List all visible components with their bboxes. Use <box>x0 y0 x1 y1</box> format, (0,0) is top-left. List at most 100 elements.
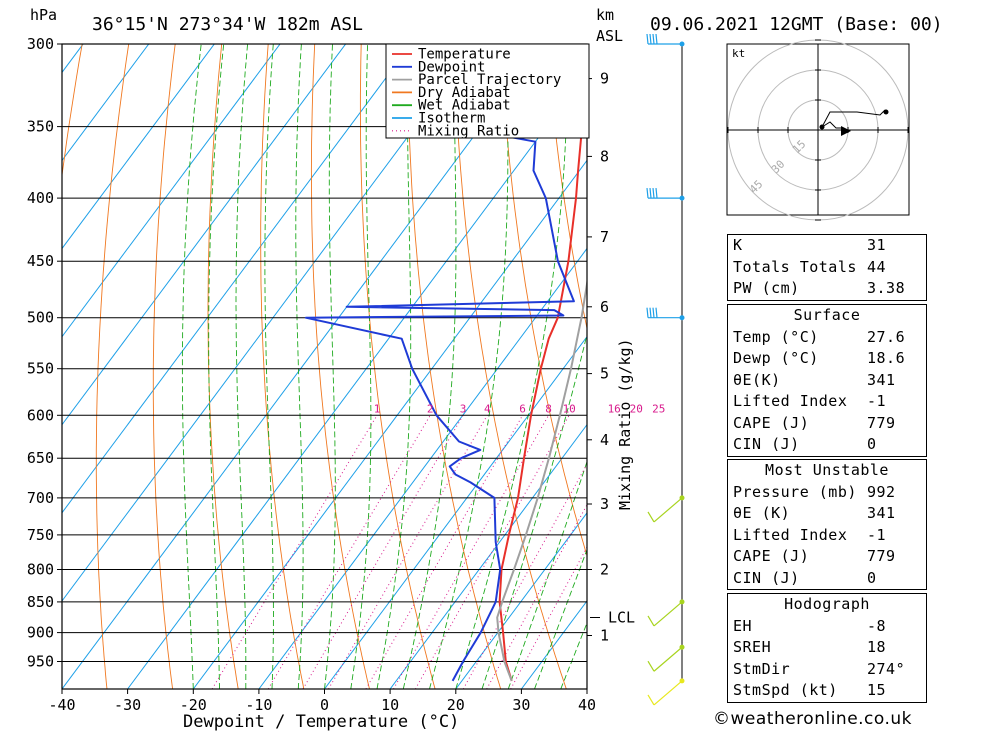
pressure-tick-label: 600 <box>27 406 54 424</box>
km-tick-label: 1 <box>600 627 609 645</box>
wind-barb-feather <box>655 33 658 45</box>
hodograph-point <box>883 109 889 115</box>
km-tick-label: 7 <box>600 228 609 246</box>
table-row: Lifted Index -1 <box>728 525 926 547</box>
legend-label: Dewpoint <box>418 59 485 75</box>
mixing-ratio-label: 16 <box>608 402 621 415</box>
lcl-label: LCL <box>608 609 635 627</box>
dry-adiabat-line <box>359 44 436 689</box>
wet-adiabat-line <box>481 332 587 689</box>
km-label: km <box>596 6 614 24</box>
dry-adiabat-line <box>310 44 370 689</box>
table-row: StmDir 274° <box>728 659 926 681</box>
surface-title: Surface <box>793 306 861 324</box>
table-row: K 31 <box>728 235 926 257</box>
hodograph-trace <box>821 109 886 128</box>
row-label: Pressure (mb) <box>733 482 857 501</box>
profile-series <box>304 44 587 682</box>
wind-barb-feather <box>647 511 655 523</box>
wet-adiabat-line <box>324 44 336 689</box>
table-row: EH -8 <box>728 616 926 638</box>
dry-adiabat-line <box>453 44 567 689</box>
wind-barb-feather <box>646 188 649 199</box>
pw-label: PW (cm) <box>733 279 800 297</box>
mixing-ratio-label: 20 <box>630 402 643 415</box>
temperature-tick-label: 40 <box>578 696 596 714</box>
axes: 3003504004505005506006507007508008509009… <box>27 35 596 714</box>
row-label: CAPE (J) <box>733 413 810 432</box>
table-row: SREH 18 <box>728 637 926 659</box>
wind-barb-feather <box>652 188 655 199</box>
pressure-tick-label: 850 <box>27 593 54 611</box>
row-value: 18.6 <box>867 349 906 367</box>
row-value: 992 <box>867 482 896 501</box>
mixing-ratio-label: 1 <box>374 402 381 415</box>
table-row: θE (K) 341 <box>728 503 926 525</box>
wind-barb-feather <box>655 307 658 318</box>
temperature-tick-label: -20 <box>180 696 207 714</box>
wind-barb-feather <box>646 33 649 45</box>
row-value: 341 <box>867 504 896 522</box>
row-label: CIN (J) <box>733 568 800 587</box>
dry-adiabat-line <box>407 44 502 689</box>
pressure-tick-label: 750 <box>27 526 54 544</box>
hodograph-table: Hodograph EH -8 SREH 18 StmDir 274° StmSpd … <box>727 593 927 703</box>
row-label: Dewp (°C) <box>733 349 819 367</box>
table-row: CAPE (J) 779 <box>728 413 926 435</box>
pressure-tick-label: 500 <box>27 309 54 327</box>
temperature-tick-label: 10 <box>381 696 399 714</box>
row-value: 779 <box>867 413 896 432</box>
pressure-tick-label: 900 <box>27 624 54 642</box>
km-tick-label: 8 <box>600 147 609 165</box>
wind-barb-feather <box>652 307 655 318</box>
isotherm-line <box>62 44 347 426</box>
row-label: CIN (J) <box>733 435 800 453</box>
mixing-ratio-labels: 1 2 3 4 6 8 10 16 20 25 <box>374 402 666 415</box>
dry-adiabat-line <box>95 44 130 689</box>
dry-adiabat-line <box>914 26 1000 689</box>
wet-adiabat-line <box>208 44 225 689</box>
isotherm-line <box>62 44 281 338</box>
row-value: 0 <box>867 435 877 453</box>
asl-label: ASL <box>596 27 623 45</box>
table-row: Totals Totals 44 <box>728 257 926 279</box>
pressure-tick-label: 800 <box>27 561 54 579</box>
wet-adiabat-line <box>295 44 304 689</box>
table-row: θE(K) 341 <box>728 370 926 392</box>
row-label: Lifted Index <box>733 525 848 544</box>
totals-value: 44 <box>867 257 887 276</box>
table-row: Pressure (mb) 992 <box>728 482 926 504</box>
pressure-tick-label: 350 <box>27 118 54 136</box>
mixing-ratio-line <box>302 415 464 689</box>
row-label: SREH <box>733 638 772 656</box>
pressure-tick-label: 450 <box>27 252 54 270</box>
table-row: Dewp (°C) 18.6 <box>728 348 926 370</box>
location-title: 36°15'N 273°34'W 182m ASL <box>92 14 363 35</box>
wet-adiabat-line <box>376 44 412 689</box>
row-value: 341 <box>867 370 896 389</box>
table-row: CIN (J) 0 <box>728 434 926 456</box>
temperature-tick-label: -10 <box>245 696 272 714</box>
wind-barb-shaft <box>653 497 683 523</box>
pressure-tick-label: 950 <box>27 653 54 671</box>
wet-adiabat-line <box>429 44 509 689</box>
wet-adiabat-line <box>235 44 249 689</box>
mixing-ratio-line <box>486 503 587 689</box>
temperature-tick-label: 30 <box>512 696 530 714</box>
mixing-ratio-line <box>211 415 378 689</box>
table-row: PW (cm) 3.38 <box>728 278 926 300</box>
legend-label: Temperature <box>418 47 511 63</box>
legend-label: Parcel Trajectory <box>418 72 561 88</box>
table-row: CIN (J) 0 <box>728 568 926 590</box>
row-label: CAPE (J) <box>733 547 810 565</box>
isotherm-line <box>455 512 587 689</box>
legend-box <box>385 43 590 139</box>
hodograph-point <box>819 124 825 130</box>
dry-adiabat-line <box>546 44 587 331</box>
km-tick-label: 2 <box>600 561 609 579</box>
temperature-tick-label: 20 <box>447 696 465 714</box>
isotherm-line <box>62 44 150 162</box>
row-label: StmSpd (kt) <box>733 681 838 699</box>
